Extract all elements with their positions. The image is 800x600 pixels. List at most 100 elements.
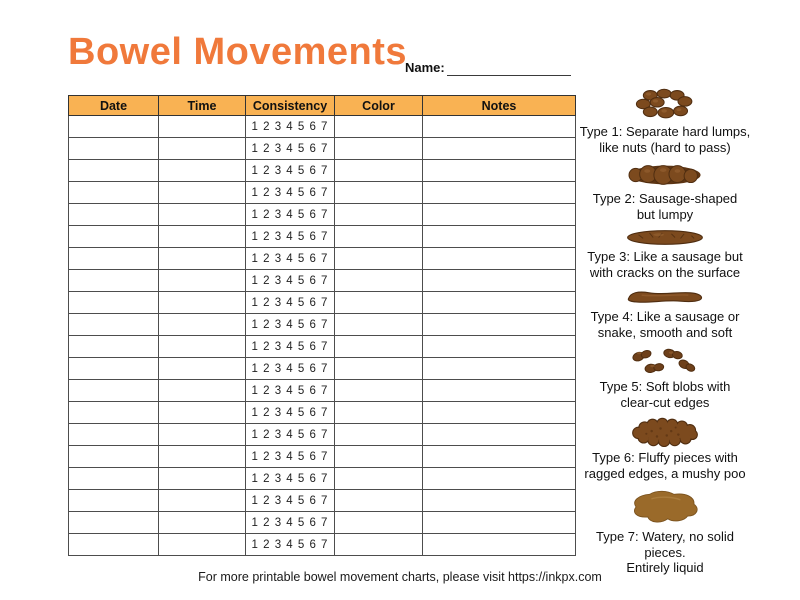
date-cell: [68, 467, 159, 490]
table-row: 1 2 3 4 5 6 7: [68, 423, 576, 446]
time-cell: [158, 203, 246, 226]
table-row: 1 2 3 4 5 6 7: [68, 511, 576, 534]
color-cell: [334, 181, 423, 204]
date-cell: [68, 401, 159, 424]
bristol-type-6: Type 6: Fluffy pieces with ragged edges,…: [584, 417, 746, 481]
date-cell: [68, 291, 159, 314]
table-row: 1 2 3 4 5 6 7: [68, 291, 576, 314]
column-header-date: Date: [68, 95, 159, 116]
time-cell: [158, 115, 246, 138]
time-cell: [158, 445, 246, 468]
table-row: 1 2 3 4 5 6 7: [68, 203, 576, 226]
consistency-cell: 1 2 3 4 5 6 7: [245, 357, 335, 380]
date-cell: [68, 313, 159, 336]
notes-cell: [422, 203, 576, 226]
consistency-cell: 1 2 3 4 5 6 7: [245, 489, 335, 512]
color-cell: [334, 357, 423, 380]
color-cell: [334, 115, 423, 138]
color-cell: [334, 269, 423, 292]
table-row: 1 2 3 4 5 6 7: [68, 335, 576, 358]
consistency-cell: 1 2 3 4 5 6 7: [245, 225, 335, 248]
date-cell: [68, 357, 159, 380]
time-cell: [158, 159, 246, 182]
table-row: 1 2 3 4 5 6 7: [68, 445, 576, 468]
date-cell: [68, 115, 159, 138]
consistency-cell: 1 2 3 4 5 6 7: [245, 335, 335, 358]
time-cell: [158, 423, 246, 446]
notes-cell: [422, 181, 576, 204]
table-row: 1 2 3 4 5 6 7: [68, 137, 576, 160]
notes-cell: [422, 291, 576, 314]
consistency-cell: 1 2 3 4 5 6 7: [245, 445, 335, 468]
date-cell: [68, 203, 159, 226]
time-cell: [158, 247, 246, 270]
date-cell: [68, 335, 159, 358]
bristol-type-4: Type 4: Like a sausage or snake, smooth …: [590, 287, 740, 340]
date-cell: [68, 159, 159, 182]
column-header-notes: Notes: [422, 95, 576, 116]
bristol-type-5: Type 5: Soft blobs with clear-cut edges: [600, 347, 730, 410]
table-row: 1 2 3 4 5 6 7: [68, 489, 576, 512]
smooth-sausage-icon: [627, 291, 703, 303]
color-cell: [334, 401, 423, 424]
notes-cell: [422, 401, 576, 424]
watery-liquid-icon: [634, 490, 698, 523]
date-cell: [68, 445, 159, 468]
time-cell: [158, 511, 246, 534]
color-cell: [334, 379, 423, 402]
time-cell: [158, 467, 246, 490]
notes-cell: [422, 313, 576, 336]
date-cell: [68, 225, 159, 248]
consistency-cell: 1 2 3 4 5 6 7: [245, 203, 335, 226]
color-cell: [334, 533, 423, 556]
date-cell: [68, 247, 159, 270]
date-cell: [68, 511, 159, 534]
date-cell: [68, 489, 159, 512]
time-cell: [158, 269, 246, 292]
time-cell: [158, 489, 246, 512]
notes-cell: [422, 423, 576, 446]
color-cell: [334, 511, 423, 534]
notes-cell: [422, 269, 576, 292]
color-cell: [334, 225, 423, 248]
color-cell: [334, 335, 423, 358]
consistency-cell: 1 2 3 4 5 6 7: [245, 269, 335, 292]
notes-cell: [422, 511, 576, 534]
notes-cell: [422, 115, 576, 138]
name-blank-line: [446, 60, 571, 76]
consistency-cell: 1 2 3 4 5 6 7: [245, 511, 335, 534]
notes-cell: [422, 357, 576, 380]
notes-cell: [422, 445, 576, 468]
bristol-type-1: Type 1: Separate hard lumps, like nuts (…: [579, 87, 751, 155]
consistency-cell: 1 2 3 4 5 6 7: [245, 401, 335, 424]
consistency-cell: 1 2 3 4 5 6 7: [245, 467, 335, 490]
notes-cell: [422, 533, 576, 556]
bristol-type-7: Type 7: Watery, no solid pieces. Entirel…: [577, 488, 753, 576]
date-cell: [68, 269, 159, 292]
type-caption: Type 3: Like a sausage but with cracks o…: [587, 249, 743, 280]
notes-cell: [422, 247, 576, 270]
footer-note: For more printable bowel movement charts…: [198, 570, 602, 584]
time-cell: [158, 137, 246, 160]
type-caption: Type 6: Fluffy pieces with ragged edges,…: [584, 450, 746, 481]
time-cell: [158, 335, 246, 358]
consistency-cell: 1 2 3 4 5 6 7: [245, 533, 335, 556]
consistency-cell: 1 2 3 4 5 6 7: [245, 181, 335, 204]
table-row: 1 2 3 4 5 6 7: [68, 379, 576, 402]
cracked-sausage-icon: [627, 230, 703, 245]
type-caption: Type 4: Like a sausage or snake, smooth …: [590, 309, 740, 340]
notes-cell: [422, 335, 576, 358]
date-cell: [68, 533, 159, 556]
column-header-color: Color: [334, 95, 423, 116]
color-cell: [334, 467, 423, 490]
name-label: Name:: [405, 60, 445, 75]
type-caption: Type 1: Separate hard lumps, like nuts (…: [579, 124, 751, 155]
date-cell: [68, 137, 159, 160]
table-header-row: Date Time Consistency Color Notes: [68, 95, 576, 116]
consistency-cell: 1 2 3 4 5 6 7: [245, 379, 335, 402]
consistency-cell: 1 2 3 4 5 6 7: [245, 115, 335, 138]
color-cell: [334, 203, 423, 226]
notes-cell: [422, 467, 576, 490]
table-row: 1 2 3 4 5 6 7: [68, 467, 576, 490]
